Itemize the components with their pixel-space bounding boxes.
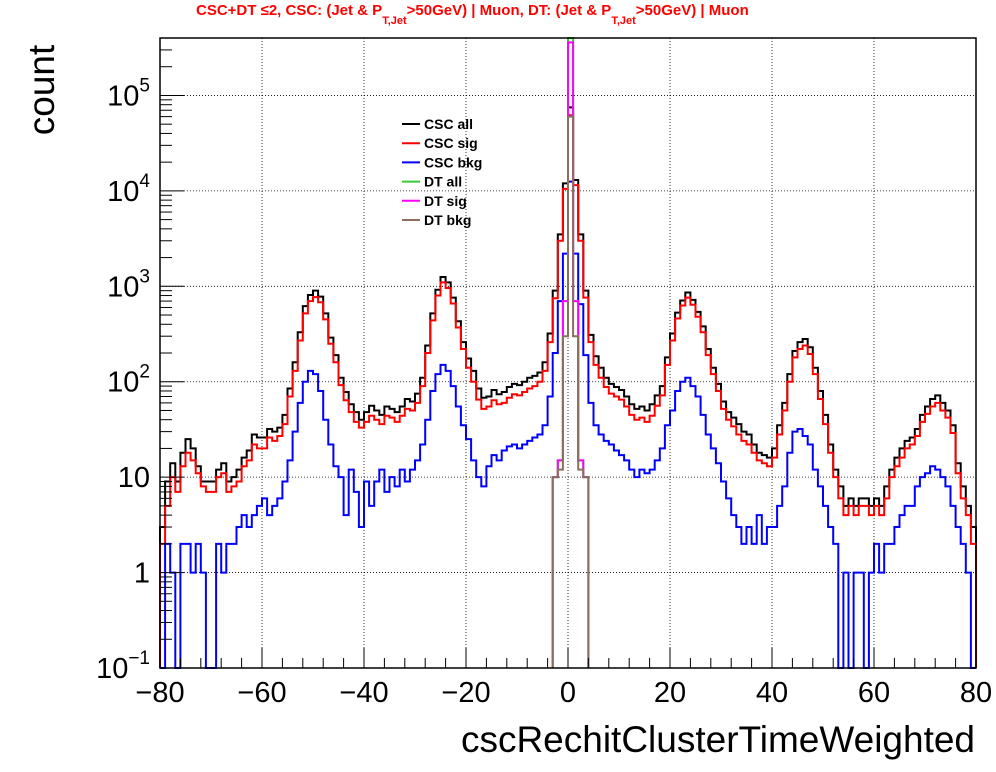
x-tick-label-4: 0	[560, 677, 576, 709]
x-tick-label-1: −60	[237, 677, 286, 709]
legend-label-csc-all: CSC all	[424, 116, 473, 132]
axes: −80 −60 −40 −20 0 20 40 60 80 10−1 1 10 102 103 104 105	[96, 37, 992, 709]
y-axis-label: count	[21, 44, 62, 135]
y-tick-label-5: 104	[107, 171, 150, 208]
x-tick-label-8: 80	[960, 677, 992, 709]
title-sub-2: T,Jet	[611, 15, 636, 27]
chart-title: CSC+DT ≤2, CSC: (Jet & PT,Jet>50GeV) | M…	[196, 2, 749, 27]
legend-label-csc-bkg: CSC bkg	[424, 154, 482, 170]
series-line-dt-bkg	[551, 115, 590, 668]
x-tick-label-7: 60	[858, 677, 890, 709]
title-part-3: >50GeV) | Muon	[636, 2, 749, 19]
x-tick-label-3: −20	[441, 677, 490, 709]
y-tick-label-2: 10	[118, 462, 150, 494]
title-part-2: >50GeV) | Muon, DT: (Jet & P	[407, 2, 612, 19]
legend: CSC all CSC sig CSC bkg DT all DT sig DT bkg	[402, 116, 482, 228]
title-sub-1: T,Jet	[382, 15, 407, 27]
x-axis-label: cscRechitClusterTimeWeighted	[461, 719, 975, 760]
legend-label-dt-sig: DT sig	[424, 193, 467, 209]
x-tick-label-0: −80	[135, 677, 184, 709]
x-tick-label-5: 20	[654, 677, 686, 709]
title-part-1: CSC+DT ≤2, CSC: (Jet & P	[196, 2, 382, 19]
legend-label-dt-bkg: DT bkg	[424, 212, 471, 228]
legend-label-csc-sig: CSC sig	[424, 135, 478, 151]
y-tick-label-6: 105	[107, 75, 150, 112]
series-lines	[159, 37, 977, 669]
y-tick-label-3: 102	[107, 362, 150, 399]
x-tick-label-2: −40	[339, 677, 388, 709]
x-tick-label-6: 40	[756, 677, 788, 709]
y-tick-label-0: 10−1	[96, 648, 150, 685]
y-tick-label-1: 1	[134, 558, 150, 590]
legend-label-dt-all: DT all	[424, 174, 462, 190]
y-tick-label-4: 103	[107, 266, 150, 303]
